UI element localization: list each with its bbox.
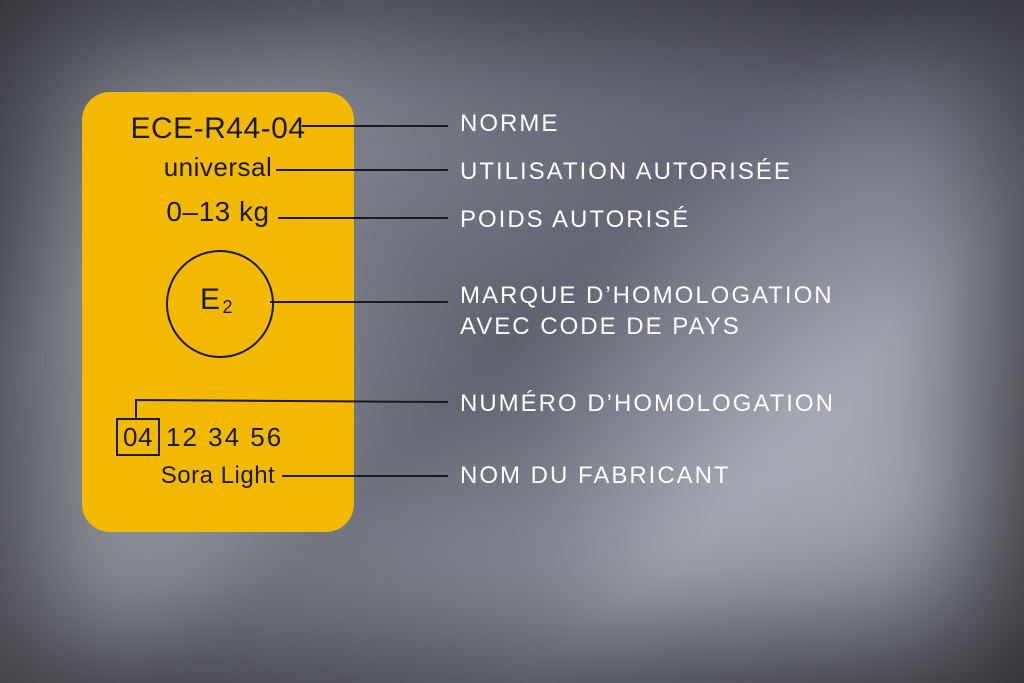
label-manufacturer: NOM DU FABRICANT	[460, 462, 731, 490]
label-usage: UTILISATION AUTORISÉE	[460, 158, 792, 186]
label-approval-mark: MARQUE D’HOMOLOGATION AVEC CODE DE PAYS	[460, 280, 834, 342]
label-standard: NORME	[460, 110, 559, 138]
label-approval-mark-line1: MARQUE D’HOMOLOGATION	[460, 282, 834, 309]
label-weight: POIDS AUTORISÉ	[460, 206, 690, 234]
diagram-stage: ECE-R44-04 universal 0–13 kg E2 04 12 34…	[0, 0, 1024, 683]
label-approval-number: NUMÉRO D’HOMOLOGATION	[460, 390, 835, 418]
label-approval-mark-line2: AVEC CODE DE PAYS	[460, 313, 741, 340]
